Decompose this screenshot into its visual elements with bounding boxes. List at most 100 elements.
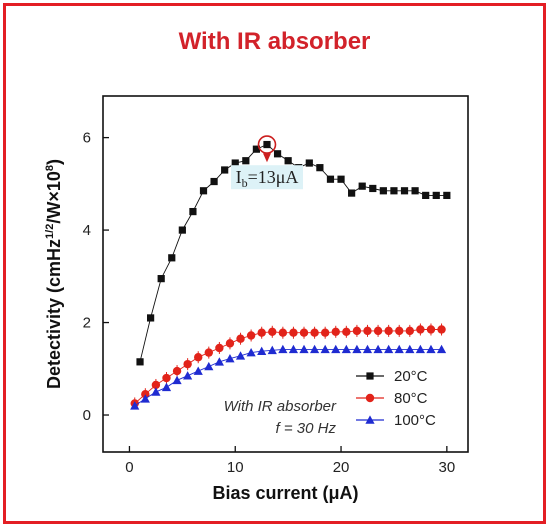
note-line-2: f = 30 Hz [276, 420, 337, 437]
annotation-layer: Ib=13μA With IR absorber f = 30 Hz [224, 135, 337, 437]
legend-marker [366, 372, 374, 380]
data-point [151, 387, 161, 396]
data-point [415, 344, 425, 354]
legend-marker [365, 415, 375, 424]
y-axis-label: Detectivity (cmHz1/2/W×108) [44, 159, 64, 389]
y-tick-label: 4 [83, 222, 91, 239]
data-point [443, 191, 451, 200]
data-point [215, 343, 224, 353]
x-tick-label: 30 [438, 459, 455, 476]
data-point [352, 344, 362, 354]
data-point [432, 191, 440, 200]
data-point [384, 344, 394, 354]
data-point [390, 187, 398, 195]
data-point [235, 351, 246, 360]
data-point [193, 366, 203, 375]
data-point [246, 347, 256, 357]
data-point [141, 390, 150, 399]
data-point [178, 226, 186, 234]
data-point [316, 164, 324, 172]
data-point [284, 157, 292, 165]
y-tick-label: 6 [83, 130, 91, 147]
data-point [331, 327, 340, 336]
data-point [299, 328, 309, 337]
data-point [363, 326, 372, 336]
data-point [268, 327, 277, 336]
legend-label: 100°C [394, 412, 436, 429]
data-point [422, 191, 430, 200]
data-point [426, 344, 436, 354]
data-point [309, 344, 320, 354]
data-point [246, 331, 256, 340]
x-axis-label: Bias current (μA) [212, 483, 358, 503]
y-tick-label: 0 [83, 407, 91, 424]
data-point [225, 354, 235, 363]
data-point [362, 344, 373, 354]
data-point [162, 373, 171, 383]
data-point [373, 344, 383, 354]
data-point [199, 187, 208, 195]
peak-label-box [230, 165, 303, 190]
peak-label: Ib=13μA [236, 167, 299, 190]
data-point [161, 382, 172, 392]
data-point [341, 344, 351, 354]
legend-marker [365, 393, 375, 403]
data-point [342, 327, 351, 336]
data-point [252, 145, 261, 153]
data-point [358, 182, 366, 190]
data-point [257, 346, 267, 356]
data-point [373, 326, 383, 336]
data-point [140, 394, 150, 403]
data-point [384, 326, 393, 336]
y-tick-label: 2 [83, 315, 91, 332]
data-point [210, 177, 218, 186]
data-point [214, 357, 224, 366]
data-point [411, 187, 419, 195]
note-line-1: With IR absorber [224, 398, 337, 415]
data-point [369, 184, 377, 193]
data-point [394, 344, 404, 354]
data-point [288, 344, 299, 354]
data-point [400, 187, 409, 195]
data-point [305, 159, 313, 167]
data-point [136, 358, 144, 366]
legend-label: 20°C [394, 368, 428, 385]
data-point [172, 375, 182, 385]
data-point [147, 314, 155, 322]
data-point [236, 334, 245, 343]
data-point [151, 380, 161, 390]
data-point [204, 348, 213, 357]
data-point [405, 326, 415, 336]
data-point [310, 328, 319, 337]
chart-title: With IR absorber [178, 28, 371, 55]
data-point [204, 361, 214, 371]
data-point [437, 325, 446, 334]
chart-frame [3, 3, 546, 524]
series-circle [130, 323, 446, 410]
data-point [331, 344, 341, 354]
legend-label: 80°C [394, 390, 428, 407]
peak-highlight-circle [257, 135, 277, 154]
data-point [130, 401, 140, 410]
x-tick-label: 0 [125, 459, 133, 476]
data-point [320, 328, 330, 337]
data-point [348, 189, 356, 197]
data-point [395, 326, 404, 336]
x-tick-label: 20 [333, 459, 350, 476]
axes: 0 10 20 30 0 2 4 6 Bias current (μA) Detectivity … [44, 95, 469, 503]
data-point [231, 159, 239, 167]
data-point [194, 353, 203, 362]
plot-area-frame [102, 95, 469, 453]
series-triangle [130, 344, 447, 410]
data-point [320, 344, 330, 354]
data-point [326, 175, 335, 183]
data-point [337, 175, 345, 183]
data-point [405, 344, 415, 354]
data-point [172, 366, 182, 376]
peak-arrow-head [262, 153, 271, 163]
data-point [263, 140, 271, 149]
data-point [257, 328, 266, 337]
data-point [183, 371, 193, 380]
data-point [242, 157, 250, 165]
